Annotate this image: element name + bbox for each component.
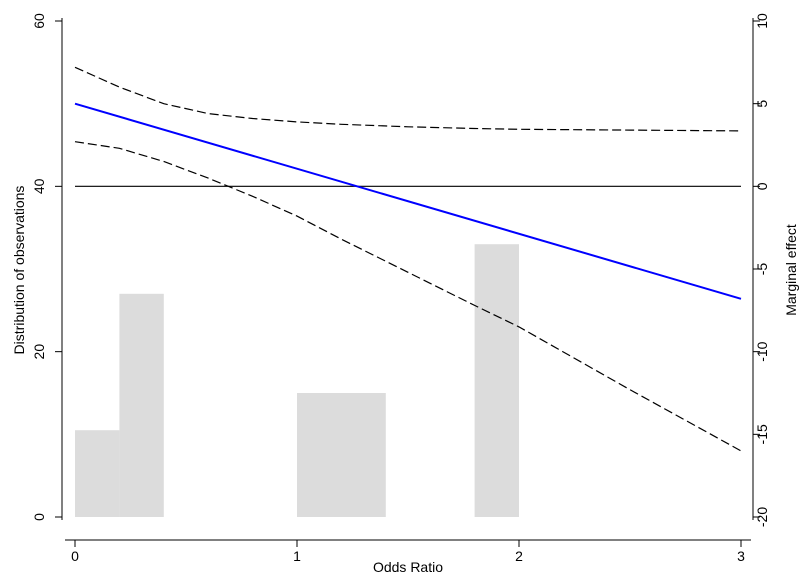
y-right-tick-label-6: 10	[754, 13, 770, 29]
axes	[55, 18, 760, 547]
y-left-tick-label-1: 20	[31, 344, 47, 360]
y-axis-right-title: Marginal effect	[783, 224, 799, 316]
marginal-effect-line	[74, 102, 742, 300]
ci-lower-line	[74, 141, 742, 452]
x-tick-label-0: 0	[71, 548, 79, 564]
x-tick-label-2: 2	[515, 548, 523, 564]
y-left-tick-label-3: 60	[31, 13, 47, 29]
tick-labels: 0 1 2 3 0 20 40 60 -20 -15 -10 -5 0 5 10	[31, 13, 770, 564]
x-axis-title: Odds Ratio	[373, 559, 443, 575]
histogram-bar-0	[75, 430, 120, 517]
histogram-bar-1	[119, 293, 164, 517]
x-tick-label-1: 1	[293, 548, 301, 564]
y-right-tick-label-0: -20	[754, 507, 770, 527]
y-right-tick-label-1: -15	[754, 424, 770, 444]
histogram-bar-2	[297, 393, 386, 517]
y-left-tick-label-2: 40	[31, 178, 47, 194]
y-right-tick-label-4: 0	[754, 182, 770, 190]
ci-upper-line	[74, 66, 742, 132]
y-right-tick-label-5: 5	[754, 100, 770, 108]
y-left-tick-label-0: 0	[31, 513, 47, 521]
histogram-bar-3	[474, 244, 519, 517]
y-right-tick-label-3: -5	[754, 263, 770, 276]
histogram-bars	[75, 244, 519, 517]
y-right-tick-label-2: -10	[754, 341, 770, 361]
x-tick-label-3: 3	[737, 548, 745, 564]
effect-lines	[74, 66, 742, 452]
y-axis-left-title: Distribution of observations	[11, 186, 27, 355]
